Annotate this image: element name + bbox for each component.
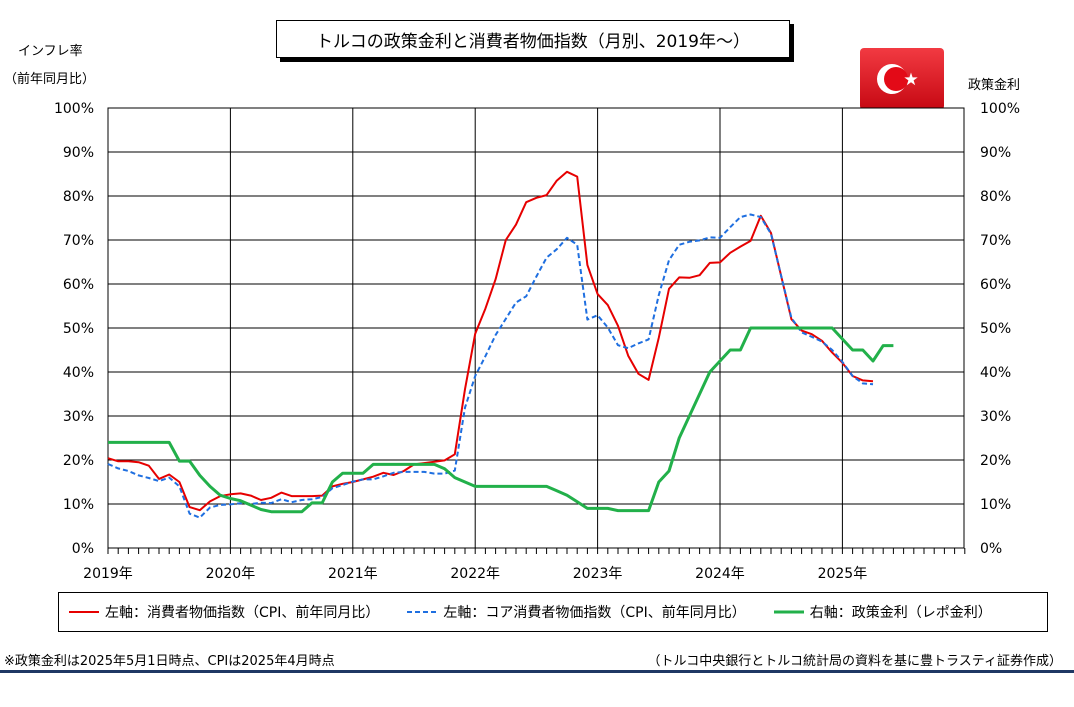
footnote-left: ※政策金利は2025年5月1日時点、CPIは2025年4月時点	[4, 654, 335, 669]
right-axis-label: 政策金利	[968, 78, 1021, 93]
legend-swatch-core-cpi	[407, 611, 438, 613]
x-tick-label: 2019年	[83, 566, 133, 582]
y-tick-label-left: 40%	[63, 365, 94, 381]
left-axis-label-line2: （前年同月比）	[4, 72, 96, 87]
y-tick-label-right: 70%	[980, 233, 1011, 249]
x-tick-label: 2022年	[450, 566, 500, 582]
grid	[108, 108, 964, 548]
legend-swatch-policy-rate	[773, 610, 804, 614]
y-tick-label-left: 30%	[63, 409, 94, 425]
legend-swatch-cpi	[69, 611, 99, 613]
bottom-rule	[0, 670, 1074, 673]
y-tick-label-right: 80%	[980, 189, 1011, 205]
y-tick-label-left: 50%	[63, 321, 94, 337]
legend-item-cpi: 左軸：消費者物価指数（CPI、前年同月比）	[67, 602, 379, 622]
y-tick-label-left: 20%	[63, 453, 94, 469]
series-line-cpi	[107, 170, 874, 512]
series-lines	[107, 170, 894, 519]
legend-item-policy-rate: 右軸：政策金利（レポ金利）	[772, 602, 992, 622]
legend-item-core-cpi: 左軸：コア消費者物価指数（CPI、前年同月比）	[405, 602, 746, 622]
y-tick-label-left: 0%	[72, 541, 94, 557]
legend: 左軸：消費者物価指数（CPI、前年同月比） 左軸：コア消費者物価指数（CPI、前…	[58, 592, 1048, 632]
y-tick-label-left: 100%	[54, 101, 94, 117]
y-tick-label-right: 90%	[980, 145, 1011, 161]
x-tick-label: 2021年	[328, 566, 378, 582]
y-tick-label-right: 60%	[980, 277, 1011, 293]
x-tick-label: 2024年	[695, 566, 745, 582]
y-tick-label-left: 10%	[63, 497, 94, 513]
y-tick-label-right: 20%	[980, 453, 1011, 469]
y-tick-label-right: 40%	[980, 365, 1011, 381]
legend-label-core-cpi: 左軸：コア消費者物価指数（CPI、前年同月比）	[443, 605, 746, 621]
y-tick-label-left: 90%	[63, 145, 94, 161]
inflation-policy-rate-chart: 0% 0% 10% 10% 20% 20% 30% 30% 40% 40% 50% 50% 60% 60%…	[54, 101, 1020, 582]
y-tick-label-right: 10%	[980, 497, 1011, 513]
y-tick-label-left: 70%	[63, 233, 94, 249]
legend-label-cpi: 左軸：消費者物価指数（CPI、前年同月比）	[105, 605, 380, 621]
x-tick-label: 2025年	[818, 566, 868, 582]
y-tick-label-left: 80%	[63, 189, 94, 205]
series-line-core-cpi	[107, 213, 874, 519]
legend-label-policy-rate: 右軸：政策金利（レポ金利）	[809, 605, 992, 621]
x-tick-label: 2020年	[206, 566, 256, 582]
left-axis-label-line1: インフレ率	[18, 44, 83, 59]
turkey-flag-icon	[860, 48, 944, 110]
y-tick-label-right: 100%	[980, 101, 1020, 117]
chart-title: トルコの政策金利と消費者物価指数（月別、2019年～）	[276, 20, 790, 58]
y-tick-label-right: 50%	[980, 321, 1011, 337]
y-tick-label-right: 0%	[980, 541, 1002, 557]
axis-ticks: 0% 0% 10% 10% 20% 20% 30% 30% 40% 40% 50% 50% 60% 60%…	[54, 101, 1020, 582]
y-tick-label-left: 60%	[63, 277, 94, 293]
x-tick-label: 2023年	[573, 566, 623, 582]
series-line-policy-rate	[108, 326, 894, 514]
y-tick-label-right: 30%	[980, 409, 1011, 425]
footnote-right: （トルコ中央銀行とトルコ統計局の資料を基に豊トラスティ証券作成）	[647, 654, 1062, 669]
